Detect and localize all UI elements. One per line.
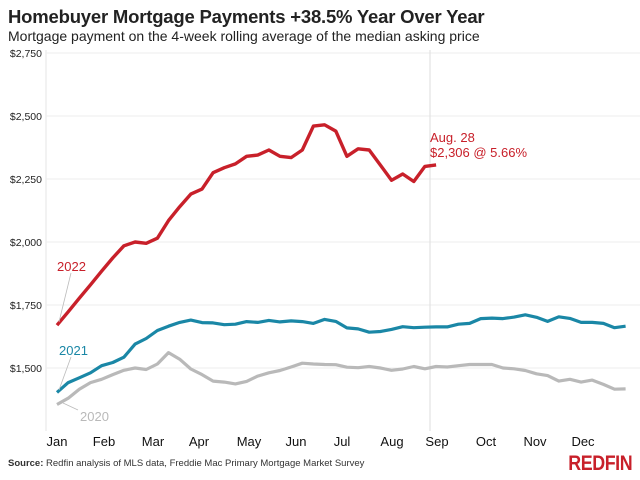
x-tick-label: Jun [286, 434, 307, 449]
annotation-value: $2,306 @ 5.66% [430, 145, 527, 160]
series-label-2022: 2022 [57, 259, 86, 274]
x-tick-label: Oct [476, 434, 497, 449]
x-tick-label: Dec [571, 434, 595, 449]
source-label: Source: [8, 458, 44, 469]
source-text: Redfin analysis of MLS data, Freddie Mac… [43, 458, 365, 469]
x-tick-label: Jan [47, 434, 68, 449]
annotation-date: Aug. 28 [430, 130, 475, 145]
chart-title: Homebuyer Mortgage Payments +38.5% Year … [8, 6, 485, 27]
series-line-2021 [55, 313, 626, 394]
y-tick-label: $1,750 [10, 300, 42, 312]
x-tick-label: Jul [334, 434, 351, 449]
x-tick-label: Nov [523, 434, 547, 449]
redfin-logo: REDFIN [568, 452, 632, 475]
x-tick-label: Mar [142, 434, 165, 449]
series-label-2020: 2020 [80, 409, 109, 424]
label-leader-2022 [58, 272, 72, 323]
x-tick-label: Sep [425, 434, 448, 449]
series-line-2022 [55, 123, 437, 327]
y-tick-label: $2,250 [10, 174, 42, 186]
y-tick-label: $2,500 [10, 111, 42, 123]
y-tick-label: $2,750 [10, 48, 42, 60]
x-tick-label: Aug [380, 434, 403, 449]
series-line-2020 [56, 351, 626, 406]
chart-subtitle: Mortgage payment on the 4-week rolling a… [8, 28, 480, 44]
label-leader-2021 [58, 356, 72, 391]
source-note: Source: Redfin analysis of MLS data, Fre… [8, 458, 364, 469]
y-tick-label: $1,500 [10, 363, 42, 375]
series-label-2021: 2021 [59, 343, 88, 358]
x-tick-label: Apr [189, 434, 210, 449]
y-tick-label: $2,000 [10, 237, 42, 249]
label-leader-2020 [62, 402, 79, 411]
x-tick-label: Feb [93, 434, 115, 449]
x-tick-label: May [237, 434, 262, 449]
